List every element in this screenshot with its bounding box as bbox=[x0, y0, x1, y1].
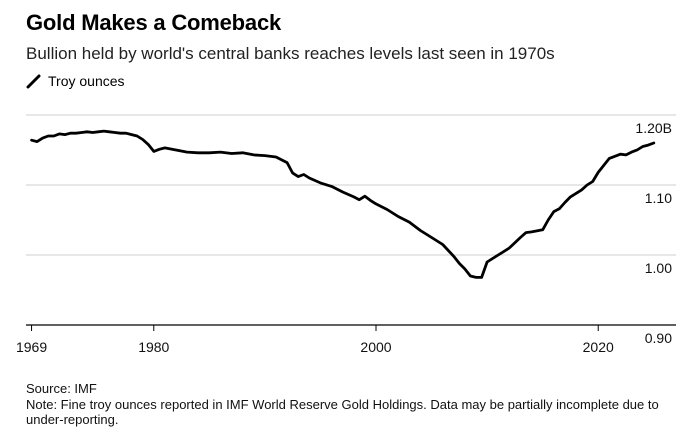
y-tick-label: 1.10 bbox=[645, 190, 672, 206]
x-axis-ticks: 1969 1980 2000 2020 bbox=[16, 325, 614, 355]
x-tick-label: 1980 bbox=[138, 339, 169, 355]
gridlines bbox=[26, 114, 676, 256]
chart-subtitle: Bullion held by world's central banks re… bbox=[26, 44, 555, 63]
y-axis: 0.90 1.00 1.10 1.20B bbox=[635, 120, 672, 346]
footnote: Note: Fine troy ounces reported in IMF W… bbox=[26, 397, 659, 427]
legend-line-icon bbox=[26, 74, 41, 89]
source-note: Source: IMF bbox=[26, 381, 97, 396]
x-tick-label: 1969 bbox=[16, 339, 47, 355]
series-group bbox=[30, 129, 656, 279]
x-tick-label: 2020 bbox=[583, 339, 614, 355]
y-tick-label: 1.00 bbox=[645, 260, 672, 276]
series-line-troy-ounces bbox=[30, 129, 656, 279]
y-tick-label: 0.90 bbox=[645, 330, 672, 346]
legend-label: Troy ounces bbox=[48, 73, 125, 89]
x-tick-label: 2000 bbox=[360, 339, 391, 355]
chart-title: Gold Makes a Comeback bbox=[26, 10, 282, 35]
legend: Troy ounces bbox=[26, 73, 125, 89]
y-tick-label: 1.20B bbox=[635, 120, 672, 136]
